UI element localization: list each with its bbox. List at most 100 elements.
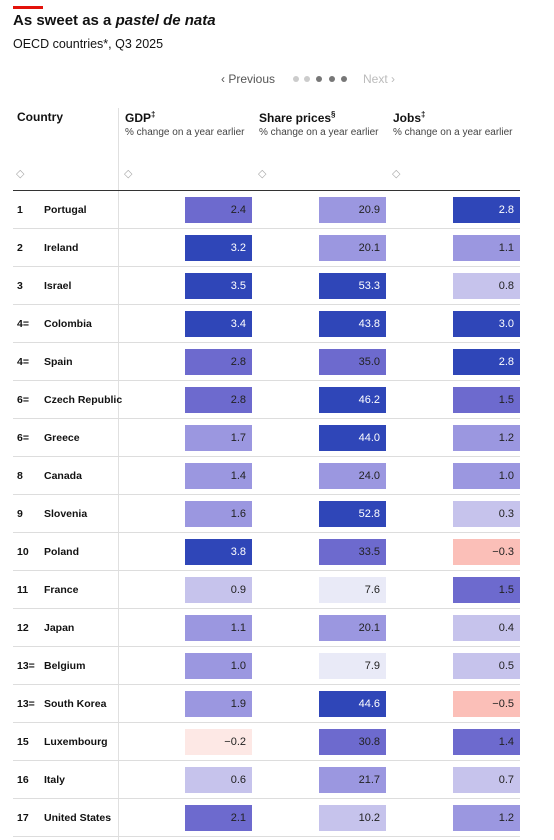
value-cell: 2.4	[185, 197, 252, 223]
row-rule	[13, 570, 520, 571]
row-rule	[13, 456, 520, 457]
value-cell: 20.9	[319, 197, 386, 223]
row-rule	[13, 760, 520, 761]
country: South Korea	[44, 698, 107, 710]
rank: 15	[17, 736, 29, 748]
row-rule	[13, 722, 520, 723]
value-cell: 2.8	[453, 197, 520, 223]
brand-bar	[13, 6, 43, 9]
value-cell: 1.5	[453, 577, 520, 603]
rank: 2	[17, 242, 23, 254]
sort-icon[interactable]: ◇	[124, 168, 133, 180]
country: Poland	[44, 546, 80, 558]
row-rule	[13, 646, 520, 647]
sort-icon[interactable]: ◇	[16, 168, 25, 180]
previous-button[interactable]: ‹ Previous	[221, 72, 276, 86]
row-rule	[13, 494, 520, 495]
page-dot[interactable]	[316, 76, 322, 82]
value-cell: 2.1	[185, 805, 252, 831]
value-cell: 3.0	[453, 311, 520, 337]
value-cell: 2.8	[185, 387, 252, 413]
value-cell: 1.0	[185, 653, 252, 679]
country: Luxembourg	[44, 736, 108, 748]
rank: 9	[17, 508, 23, 520]
row-rule	[13, 836, 520, 837]
column-header[interactable]: Share prices§	[259, 110, 336, 125]
value-cell: 1.0	[453, 463, 520, 489]
rank: 3	[17, 280, 23, 292]
rank: 4=	[17, 318, 29, 330]
value-cell: 44.0	[319, 425, 386, 451]
value-cell: 1.2	[453, 805, 520, 831]
row-rule	[13, 380, 520, 381]
value-cell: 0.7	[453, 767, 520, 793]
rank: 10	[17, 546, 29, 558]
value-cell: −0.5	[453, 691, 520, 717]
value-cell: 30.8	[319, 729, 386, 755]
country: Slovenia	[44, 508, 88, 520]
value-cell: 3.8	[185, 539, 252, 565]
row-rule	[13, 608, 520, 609]
rank: 13=	[17, 698, 35, 710]
value-cell: 2.8	[453, 349, 520, 375]
rank: 17	[17, 812, 29, 824]
value-cell: 3.5	[185, 273, 252, 299]
value-cell: 33.5	[319, 539, 386, 565]
column-header[interactable]: Jobs‡	[393, 110, 425, 125]
header-rule	[13, 190, 520, 191]
row-rule	[13, 342, 520, 343]
value-cell: 1.1	[185, 615, 252, 641]
value-cell: 7.9	[319, 653, 386, 679]
value-cell: 1.5	[453, 387, 520, 413]
row-rule	[13, 304, 520, 305]
value-cell: 52.8	[319, 501, 386, 527]
value-cell: 20.1	[319, 235, 386, 261]
value-cell: −0.2	[185, 729, 252, 755]
page-dot[interactable]	[329, 76, 335, 82]
value-cell: 1.4	[453, 729, 520, 755]
value-cell: −0.3	[453, 539, 520, 565]
page-dot[interactable]	[341, 76, 347, 82]
column-name: Country	[17, 110, 63, 124]
subtitle: OECD countries*, Q3 2025	[13, 37, 164, 51]
rank: 13=	[17, 660, 35, 672]
value-cell: 0.3	[453, 501, 520, 527]
page-dot[interactable]	[293, 76, 299, 82]
value-cell: 0.6	[185, 767, 252, 793]
country: Israel	[44, 280, 72, 292]
value-cell: 1.9	[185, 691, 252, 717]
value-cell: 10.2	[319, 805, 386, 831]
value-cell: 0.4	[453, 615, 520, 641]
value-cell: 44.6	[319, 691, 386, 717]
column-name: GDP	[125, 111, 152, 125]
value-cell: 0.8	[453, 273, 520, 299]
value-cell: 1.1	[453, 235, 520, 261]
rank: 11	[17, 584, 29, 596]
rank: 12	[17, 622, 29, 634]
sort-icon[interactable]: ◇	[392, 168, 401, 180]
value-cell: 53.3	[319, 273, 386, 299]
column-header[interactable]: GDP‡	[125, 110, 155, 125]
row-rule	[13, 798, 520, 799]
value-cell: 3.4	[185, 311, 252, 337]
sort-icon[interactable]: ◇	[258, 168, 267, 180]
column-name: Jobs	[393, 111, 422, 125]
row-rule	[13, 266, 520, 267]
footnote-mark: §	[331, 110, 336, 119]
value-cell: 24.0	[319, 463, 386, 489]
page-dot[interactable]	[304, 76, 310, 82]
country: Italy	[44, 774, 66, 786]
rank: 6=	[17, 432, 29, 444]
country: Czech Republic	[44, 394, 123, 406]
footnote-mark: ‡	[151, 110, 156, 119]
country: Japan	[44, 622, 75, 634]
value-cell: 1.7	[185, 425, 252, 451]
rank: 4=	[17, 356, 29, 368]
rank: 16	[17, 774, 29, 786]
row-rule	[13, 684, 520, 685]
column-header[interactable]: Country	[17, 110, 63, 124]
next-button[interactable]: Next ›	[363, 72, 396, 86]
title: As sweet as a pastel de nata	[13, 12, 216, 29]
value-cell: 1.6	[185, 501, 252, 527]
